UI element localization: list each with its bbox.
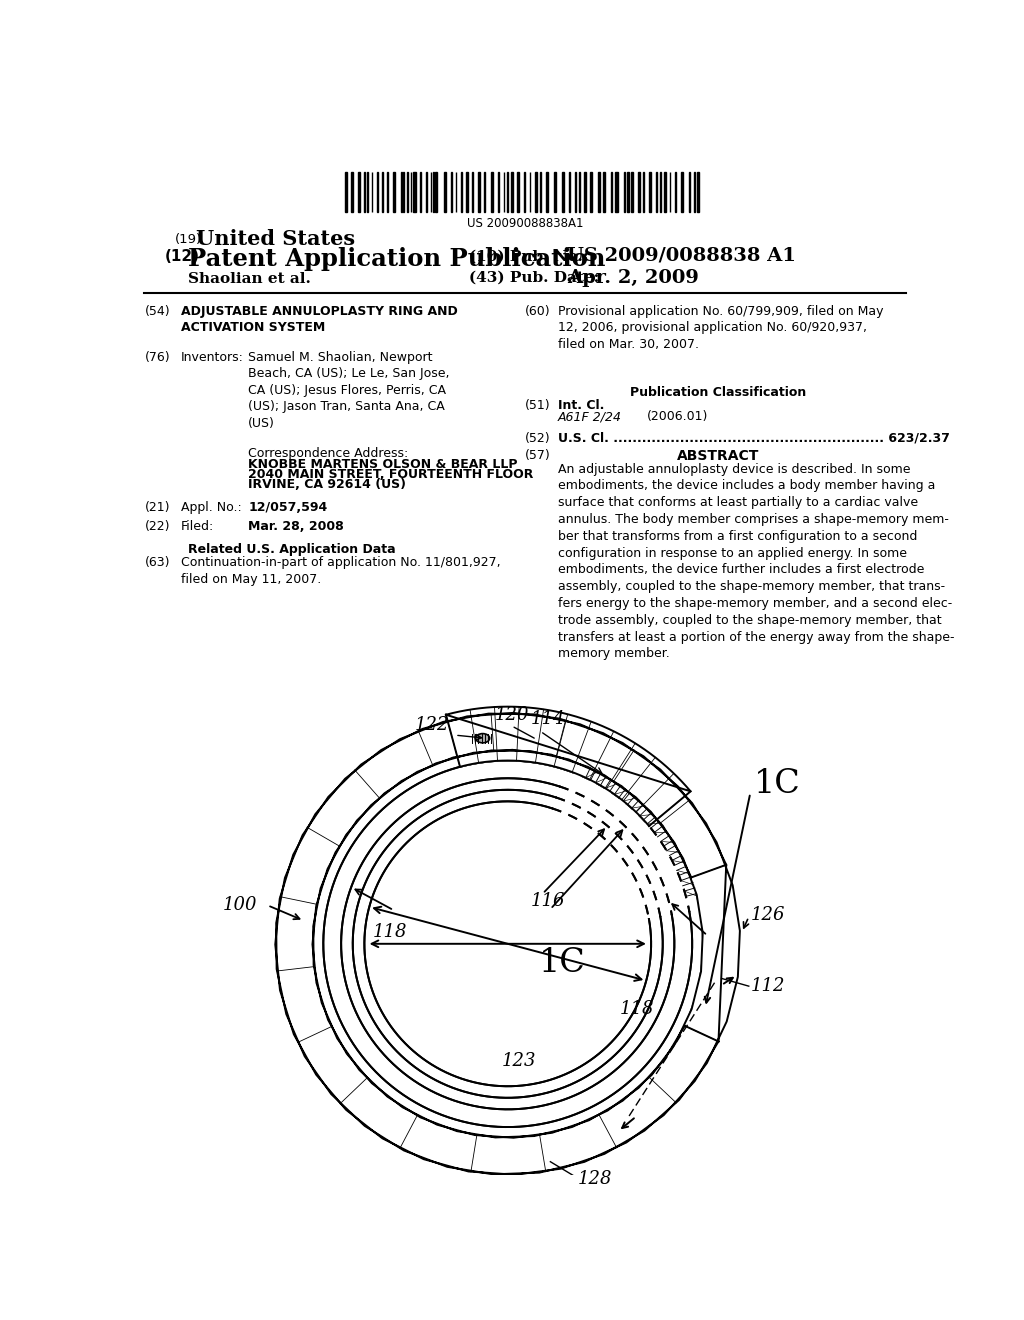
Text: (51): (51)	[524, 400, 551, 412]
Bar	[414, 172, 416, 213]
Text: (57): (57)	[524, 449, 551, 462]
Bar	[435, 172, 437, 213]
Bar	[443, 172, 446, 213]
Text: Publication Classification: Publication Classification	[631, 385, 807, 399]
Text: Samuel M. Shaolian, Newport
Beach, CA (US); Le Le, San Jose,
CA (US); Jesus Flor: Samuel M. Shaolian, Newport Beach, CA (U…	[248, 351, 450, 430]
Bar	[478, 172, 480, 213]
Text: (2006.01): (2006.01)	[647, 411, 709, 424]
Text: (52): (52)	[524, 432, 551, 445]
Text: ABSTRACT: ABSTRACT	[677, 449, 760, 463]
Bar	[584, 172, 586, 213]
Text: Patent Application Publication: Patent Application Publication	[188, 247, 606, 271]
Text: 2040 MAIN STREET, FOURTEENTH FLOOR: 2040 MAIN STREET, FOURTEENTH FLOOR	[248, 469, 534, 480]
Bar	[351, 172, 353, 213]
Text: 12/057,594: 12/057,594	[248, 502, 328, 513]
Text: 120: 120	[495, 706, 528, 723]
Bar	[643, 172, 644, 213]
Text: (21): (21)	[145, 502, 171, 513]
Bar	[579, 172, 581, 213]
Text: 118: 118	[373, 923, 407, 941]
Bar	[420, 172, 421, 213]
Bar	[696, 172, 698, 213]
Text: 112: 112	[751, 977, 784, 995]
Text: (19): (19)	[174, 234, 202, 246]
Text: Mar. 28, 2008: Mar. 28, 2008	[248, 520, 344, 533]
Text: 114: 114	[531, 710, 565, 729]
Text: 1C: 1C	[755, 768, 801, 800]
Text: 118: 118	[621, 1001, 654, 1018]
Text: (60): (60)	[524, 305, 551, 318]
Text: An adjustable annuloplasty device is described. In some
embodiments, the device : An adjustable annuloplasty device is des…	[558, 462, 954, 660]
Text: 126: 126	[751, 906, 784, 924]
Text: Related U.S. Application Data: Related U.S. Application Data	[188, 544, 396, 557]
Text: Appl. No.:: Appl. No.:	[180, 502, 242, 513]
Text: Inventors:: Inventors:	[180, 351, 244, 364]
Bar	[387, 172, 388, 213]
Text: 122: 122	[415, 715, 450, 734]
Text: (43) Pub. Date:: (43) Pub. Date:	[469, 271, 599, 285]
Bar	[615, 172, 617, 213]
Text: (22): (22)	[145, 520, 171, 533]
Text: Provisional application No. 60/799,909, filed on May
12, 2006, provisional appli: Provisional application No. 60/799,909, …	[558, 305, 884, 351]
Bar	[681, 172, 683, 213]
Text: U.S. Cl. ......................................................... 623/2.37: U.S. Cl. ...............................…	[558, 432, 950, 445]
Bar	[466, 172, 468, 213]
Bar	[638, 172, 640, 213]
Text: (54): (54)	[145, 305, 171, 318]
Bar	[546, 172, 548, 213]
Bar	[574, 172, 577, 213]
Text: 128: 128	[578, 1171, 612, 1188]
Text: IRVINE, CA 92614 (US): IRVINE, CA 92614 (US)	[248, 478, 407, 491]
Bar	[649, 172, 650, 213]
Bar	[590, 172, 592, 213]
Bar	[517, 172, 519, 213]
Bar	[523, 172, 525, 213]
Polygon shape	[324, 760, 692, 1127]
Text: Correspondence Address:: Correspondence Address:	[248, 447, 409, 461]
Bar	[628, 172, 629, 213]
Bar	[367, 172, 368, 213]
Text: (10) Pub. No.:: (10) Pub. No.:	[469, 249, 589, 263]
Text: (12): (12)	[165, 249, 201, 264]
Text: A61F 2/24: A61F 2/24	[558, 411, 623, 424]
Polygon shape	[365, 801, 651, 1086]
Ellipse shape	[476, 734, 489, 743]
Text: Apr. 2, 2009: Apr. 2, 2009	[566, 268, 698, 286]
Polygon shape	[300, 738, 716, 1150]
Bar	[392, 172, 395, 213]
Text: 1C: 1C	[539, 946, 586, 979]
Text: (63): (63)	[145, 557, 171, 569]
Bar	[535, 172, 537, 213]
Bar	[603, 172, 605, 213]
Bar	[562, 172, 564, 213]
Text: US 20090088838A1: US 20090088838A1	[467, 216, 583, 230]
Text: 100: 100	[223, 896, 257, 915]
Bar	[471, 172, 473, 213]
Polygon shape	[446, 706, 690, 826]
Text: US 2009/0088838 A1: US 2009/0088838 A1	[566, 247, 796, 265]
Bar	[511, 172, 513, 213]
Bar	[490, 172, 493, 213]
Polygon shape	[352, 789, 663, 1098]
Bar	[345, 172, 347, 213]
Text: KNOBBE MARTENS OLSON & BEAR LLP: KNOBBE MARTENS OLSON & BEAR LLP	[248, 458, 517, 471]
Text: Int. Cl.: Int. Cl.	[558, 400, 604, 412]
Text: United States: United States	[197, 230, 355, 249]
Text: 123: 123	[502, 1052, 537, 1069]
Text: ADJUSTABLE ANNULOPLASTY RING AND
ACTIVATION SYSTEM: ADJUSTABLE ANNULOPLASTY RING AND ACTIVAT…	[180, 305, 458, 334]
Polygon shape	[275, 713, 740, 1175]
Text: (76): (76)	[145, 351, 171, 364]
Bar	[631, 172, 633, 213]
Text: Filed:: Filed:	[180, 520, 214, 533]
Bar	[358, 172, 360, 213]
Text: 116: 116	[531, 892, 565, 911]
Text: Shaolian et al.: Shaolian et al.	[188, 272, 311, 286]
Bar	[598, 172, 600, 213]
Bar	[664, 172, 667, 213]
Text: Continuation-in-part of application No. 11/801,927,
filed on May 11, 2007.: Continuation-in-part of application No. …	[180, 557, 501, 586]
Bar	[554, 172, 556, 213]
Bar	[483, 172, 485, 213]
